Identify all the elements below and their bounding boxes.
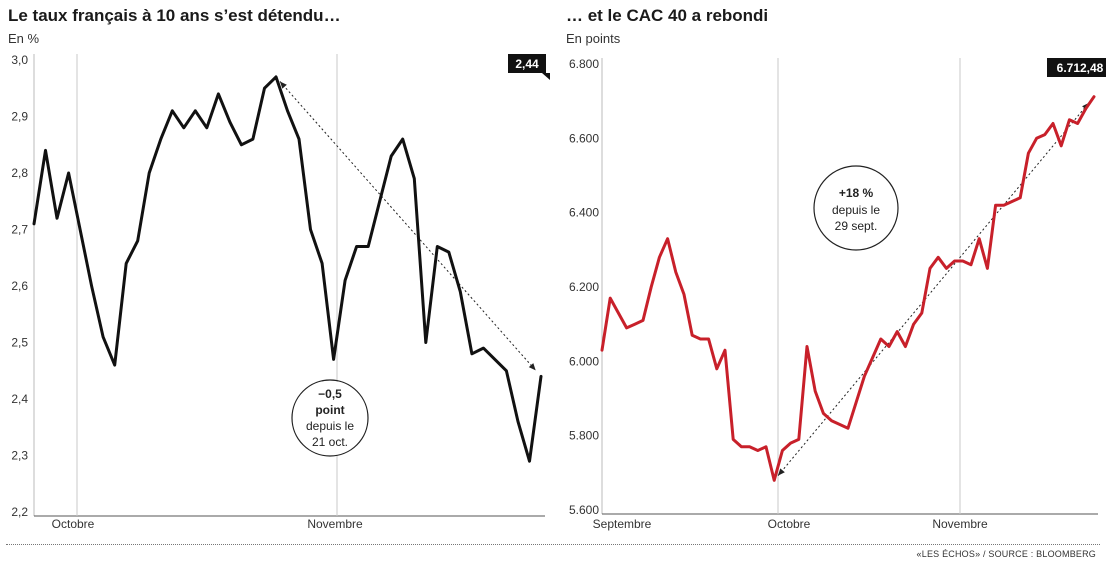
annotation-text: point bbox=[315, 403, 344, 417]
chart2-unit: En points bbox=[566, 31, 621, 46]
chart2-title: … et le CAC 40 a rebondi bbox=[566, 6, 769, 25]
annotation-text: depuis le bbox=[306, 419, 354, 433]
y-tick-label: 5.600 bbox=[569, 503, 599, 517]
x-tick-label: Octobre bbox=[52, 517, 95, 531]
x-tick-label: Octobre bbox=[768, 517, 811, 531]
y-tick-label: 3,0 bbox=[11, 53, 28, 67]
series-line bbox=[600, 95, 1096, 482]
trend-arrow bbox=[777, 102, 1090, 476]
source-credit: «LES ÉCHOS» / SOURCE : BLOOMBERG bbox=[916, 549, 1096, 559]
y-tick-label: 2,9 bbox=[11, 110, 28, 124]
chart1-unit: En % bbox=[8, 31, 40, 46]
annotation-bubble bbox=[291, 379, 369, 457]
y-tick-label: 6.000 bbox=[569, 354, 599, 368]
y-tick-label: 2,8 bbox=[11, 166, 28, 180]
x-tick-label: Novembre bbox=[307, 517, 363, 531]
end-value-badge bbox=[508, 54, 546, 73]
trend-arrowhead bbox=[778, 468, 785, 476]
end-value-badge bbox=[1047, 58, 1106, 77]
y-tick-label: 6.200 bbox=[569, 280, 599, 294]
x-tick-label: Septembre bbox=[593, 517, 652, 531]
chart1: 2,2 2,3 2,4 2,5 2,6 2,7 2,8 2,9 3,0 Octobre Novemb… bbox=[11, 53, 550, 531]
y-tick-label: 6.400 bbox=[569, 206, 599, 220]
annotation-text: +18 % bbox=[839, 186, 874, 200]
trend-arrow bbox=[279, 81, 537, 371]
annotation-text: 29 sept. bbox=[835, 219, 878, 233]
y-tick-label: 6.800 bbox=[569, 57, 599, 71]
trend-arrowhead bbox=[528, 363, 536, 371]
y-tick-label: 2,4 bbox=[11, 392, 28, 406]
y-tick-label: 2,6 bbox=[11, 279, 28, 293]
chart1-title: Le taux français à 10 ans s’est détendu… bbox=[8, 6, 341, 25]
annotation-text: 21 oct. bbox=[312, 435, 348, 449]
chart2: 5.600 5.800 6.000 6.200 6.400 6.600 6.800 Septe… bbox=[569, 57, 1106, 531]
series-line bbox=[32, 75, 543, 463]
y-tick-label: 2,3 bbox=[11, 449, 28, 463]
y-tick-label: 2,7 bbox=[11, 223, 28, 237]
footer-divider bbox=[6, 544, 1100, 545]
y-tick-label: 2,5 bbox=[11, 336, 28, 350]
annotation-text: −0,5 bbox=[318, 387, 342, 401]
trend-arrowhead bbox=[279, 81, 287, 89]
y-tick-label: 6.600 bbox=[569, 131, 599, 145]
end-value-badge-pointer bbox=[542, 73, 550, 80]
annotation-bubble bbox=[813, 165, 899, 251]
end-value-label: 2,44 bbox=[515, 57, 539, 71]
annotation-text: depuis le bbox=[832, 203, 880, 217]
y-tick-label: 5.800 bbox=[569, 429, 599, 443]
y-tick-label: 2,2 bbox=[11, 505, 28, 519]
end-value-label: 6.712,48 bbox=[1057, 61, 1104, 75]
x-tick-label: Novembre bbox=[932, 517, 988, 531]
